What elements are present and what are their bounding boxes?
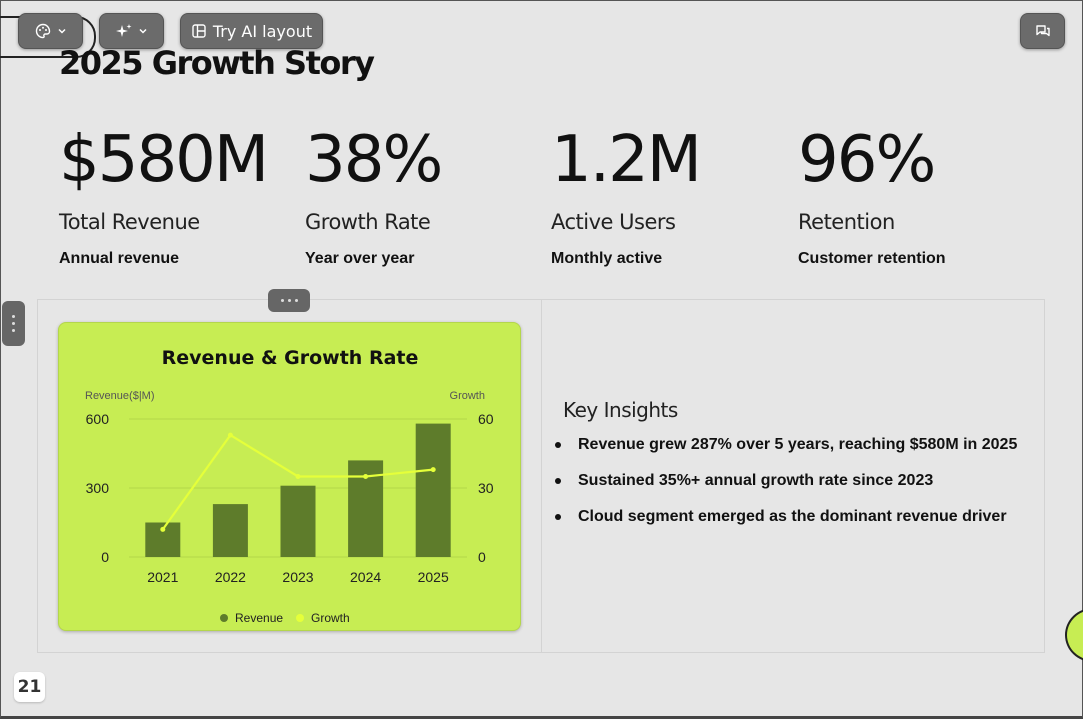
y-tick-left: 600 — [86, 411, 110, 427]
stat-total-revenue[interactable]: $580M Total Revenue Annual revenue — [59, 118, 299, 268]
stat-retention[interactable]: 96% Retention Customer retention — [798, 118, 1038, 268]
stat-description: Customer retention — [798, 250, 946, 267]
insights-list: Revenue grew 287% over 5 years, reaching… — [555, 436, 1033, 526]
x-tick-label: 2021 — [147, 569, 178, 585]
block-drag-handle[interactable] — [2, 301, 25, 346]
layout-icon — [192, 24, 206, 38]
try-ai-layout-button[interactable]: Try AI layout — [180, 13, 323, 49]
stat-value: 1.2M — [551, 123, 702, 197]
revenue-bar — [280, 485, 316, 557]
try-ai-layout-label: Try AI layout — [212, 21, 313, 41]
theme-button[interactable] — [18, 13, 83, 49]
chevron-down-icon — [138, 28, 147, 34]
comments-button[interactable] — [1020, 13, 1065, 49]
y-tick-left: 300 — [86, 480, 110, 496]
stat-active-users[interactable]: 1.2M Active Users Monthly active — [551, 118, 791, 268]
legend-marker-revenue — [220, 614, 228, 622]
row-drag-handle[interactable] — [268, 289, 310, 312]
stat-value: 96% — [798, 123, 936, 197]
x-tick-label: 2025 — [418, 569, 449, 585]
stat-description: Annual revenue — [59, 250, 180, 267]
chart-card[interactable]: Revenue & Growth Rate Revenue($|M) Growth 0… — [58, 322, 521, 631]
y-tick-right: 60 — [478, 411, 494, 427]
legend-marker-growth — [296, 614, 304, 622]
y-axis-right-label: Growth — [450, 390, 485, 402]
growth-point — [363, 474, 369, 479]
y-tick-right: 0 — [478, 549, 486, 565]
chart-title: Revenue & Growth Rate — [162, 347, 419, 369]
growth-point — [227, 432, 233, 438]
sparkles-icon — [115, 24, 131, 37]
growth-point — [160, 526, 166, 532]
page-number[interactable]: 21 — [14, 672, 45, 702]
palette-icon — [35, 23, 50, 39]
stat-description: Monthly active — [551, 250, 663, 267]
column-divider — [541, 299, 542, 653]
legend-label: Revenue — [235, 611, 283, 625]
chat-icon — [1035, 25, 1050, 37]
stat-description: Year over year — [305, 250, 415, 267]
insights-heading: Key Insights — [563, 398, 678, 422]
x-tick-label: 2022 — [215, 569, 246, 585]
growth-point — [295, 474, 301, 479]
x-tick-label: 2024 — [350, 569, 381, 585]
stat-label: Active Users — [551, 210, 676, 234]
stat-label: Total Revenue — [59, 210, 200, 234]
stat-label: Retention — [798, 210, 895, 234]
revenue-growth-chart: Revenue & Growth Rate Revenue($|M) Growth 0… — [85, 347, 494, 625]
ai-options-button[interactable] — [99, 13, 164, 49]
key-insights[interactable]: Key Insights Revenue grew 287% over 5 ye… — [555, 398, 1033, 544]
growth-point — [430, 467, 436, 473]
legend-label: Growth — [311, 611, 350, 625]
stat-growth-rate[interactable]: 38% Growth Rate Year over year — [305, 118, 545, 268]
insight-item: Sustained 35%+ annual growth rate since … — [555, 472, 1033, 490]
slide-title[interactable]: 2025 Growth Story — [59, 44, 375, 82]
chevron-down-icon — [57, 28, 66, 34]
revenue-bar — [415, 423, 451, 557]
x-tick-label: 2023 — [282, 569, 313, 585]
insight-item: Cloud segment emerged as the dominant re… — [555, 508, 1033, 526]
stat-label: Growth Rate — [305, 210, 431, 234]
y-tick-left: 0 — [101, 549, 109, 565]
stat-value: $580M — [59, 123, 269, 197]
revenue-bar — [212, 504, 248, 557]
insight-item: Revenue grew 287% over 5 years, reaching… — [555, 436, 1033, 454]
stat-value: 38% — [305, 123, 443, 197]
y-axis-left-label: Revenue($|M) — [85, 390, 155, 402]
y-tick-right: 30 — [478, 480, 494, 496]
